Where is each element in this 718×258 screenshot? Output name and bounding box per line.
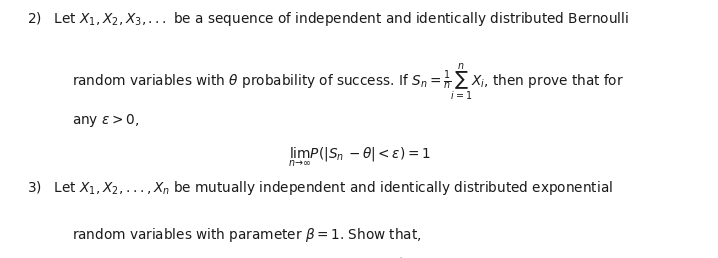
Text: random variables with $\theta$ probability of success. If $S_n = \frac{1}{n}\sum: random variables with $\theta$ probabili… — [72, 62, 624, 103]
Text: 2)   Let $X_1, X_2, X_3, ...$ be a sequence of independent and identically distr: 2) Let $X_1, X_2, X_3, ...$ be a sequenc… — [27, 10, 629, 28]
Text: $\lim_{n \to \infty} P(|S_n - \theta| < \varepsilon) = 1$: $\lim_{n \to \infty} P(|S_n - \theta| < … — [288, 146, 430, 169]
Text: any $\varepsilon > 0$,: any $\varepsilon > 0$, — [72, 112, 139, 129]
Text: $\lim_{n \to \infty} M_{\bar{X}}(t) = e^{t}$: $\lim_{n \to \infty} M_{\bar{X}}(t) = e^… — [314, 257, 404, 258]
Text: 3)   Let $X_1, X_2, ..., X_n$ be mutually independent and identically distribute: 3) Let $X_1, X_2, ..., X_n$ be mutually … — [27, 179, 613, 197]
Text: random variables with parameter $\beta = 1$. Show that,: random variables with parameter $\beta =… — [72, 226, 421, 244]
